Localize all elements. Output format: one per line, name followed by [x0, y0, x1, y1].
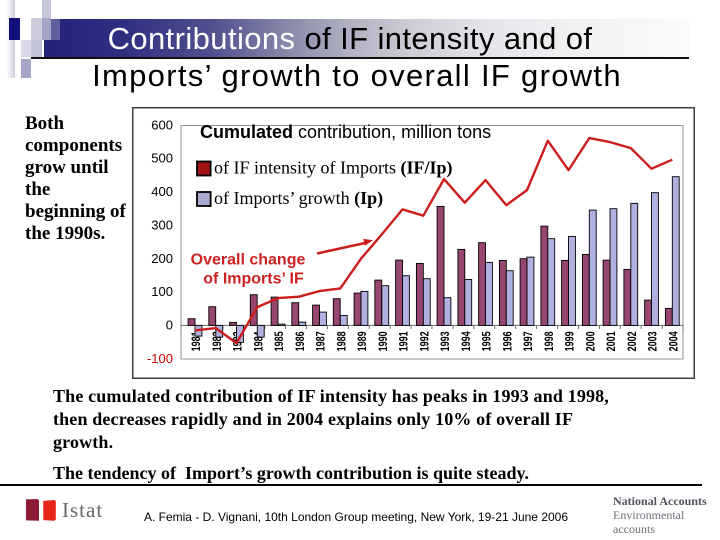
svg-text:of IF intensity of Imports (IF: of IF intensity of Imports (IF/Ip)	[214, 158, 453, 179]
svg-text:2004: 2004	[667, 331, 681, 351]
svg-text:400: 400	[151, 184, 173, 199]
svg-text:2002: 2002	[626, 331, 640, 351]
svg-text:1989: 1989	[356, 331, 370, 351]
svg-text:0: 0	[166, 317, 173, 332]
svg-text:500: 500	[151, 151, 173, 166]
svg-text:1994: 1994	[460, 331, 474, 351]
svg-text:1991: 1991	[397, 331, 411, 351]
svg-text:1995: 1995	[480, 331, 494, 351]
svg-text:1985: 1985	[273, 331, 287, 351]
svg-text:300: 300	[151, 217, 173, 232]
svg-text:1993: 1993	[439, 331, 453, 351]
svg-text:1996: 1996	[501, 331, 515, 351]
svg-text:1987: 1987	[314, 331, 328, 351]
svg-text:1990: 1990	[377, 331, 391, 351]
svg-text:2003: 2003	[646, 331, 660, 351]
svg-text:100: 100	[151, 284, 173, 299]
svg-text:Cumulated contribution, millio: Cumulated contribution, million tons	[200, 122, 491, 142]
svg-text:of Imports’ IF: of Imports’ IF	[203, 271, 304, 288]
svg-text:of Imports’ growth (Ip): of Imports’ growth (Ip)	[214, 188, 383, 209]
svg-text:1986: 1986	[294, 331, 308, 351]
svg-text:200: 200	[151, 251, 173, 266]
svg-text:1997: 1997	[522, 331, 536, 351]
svg-text:2000: 2000	[584, 331, 598, 351]
svg-text:600: 600	[151, 117, 173, 132]
svg-text:1992: 1992	[418, 331, 432, 351]
svg-text:1998: 1998	[543, 331, 557, 351]
svg-text:2001: 2001	[605, 331, 619, 351]
svg-text:1988: 1988	[335, 331, 349, 351]
svg-text:-100: -100	[147, 351, 173, 366]
svg-text:1999: 1999	[563, 331, 577, 351]
svg-text:Overall change: Overall change	[191, 252, 306, 269]
